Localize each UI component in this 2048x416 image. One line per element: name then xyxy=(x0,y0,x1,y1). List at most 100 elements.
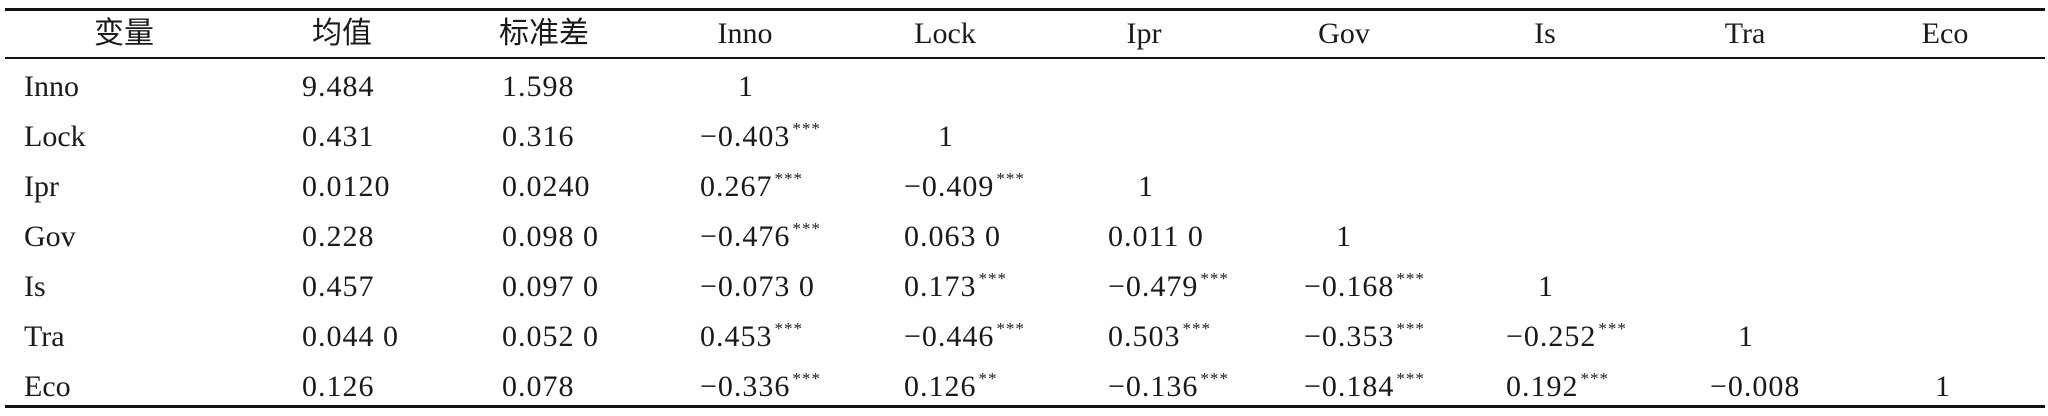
correlation-cell: 0.267 *** xyxy=(700,162,803,212)
table-bottom-rule xyxy=(5,405,2045,408)
variable-name: Tra xyxy=(24,320,65,353)
mean-value: 0.431 xyxy=(302,120,375,153)
correlation-value: 1 xyxy=(1138,170,1154,203)
correlation-cell: 1 xyxy=(1538,262,1554,312)
significance-stars: *** xyxy=(1598,319,1627,338)
correlation-value: 1 xyxy=(738,70,754,103)
significance-stars: *** xyxy=(978,269,1007,288)
correlation-value: −0.446 xyxy=(904,320,995,353)
correlation-cell: −0.136 *** xyxy=(1108,362,1229,412)
correlation-cell: 0.192 *** xyxy=(1506,362,1609,412)
correlation-cell: −0.479 *** xyxy=(1108,262,1229,312)
correlation-cell: −0.184 *** xyxy=(1304,362,1425,412)
correlation-cell: −0.409 *** xyxy=(904,162,1025,212)
significance-stars: *** xyxy=(774,319,803,338)
table-top-rule xyxy=(5,8,2045,11)
correlation-cell: 0.126 ** xyxy=(904,362,998,412)
correlation-value: 0.173 xyxy=(904,270,977,303)
header-eco: Eco xyxy=(1921,17,1969,50)
correlation-cell: 1 xyxy=(1336,212,1352,262)
correlation-value: −0.353 xyxy=(1304,320,1395,353)
correlation-cell: −0.353 *** xyxy=(1304,312,1425,362)
header-is: Is xyxy=(1534,17,1556,50)
sd-value: 0.0240 xyxy=(502,170,591,203)
mean-value: 0.0120 xyxy=(302,170,391,203)
correlation-value: 1 xyxy=(1935,370,1951,403)
table-row: Ipr 0.0120 0.0240 0.267 *** −0.409 *** 1 xyxy=(0,162,2048,212)
significance-stars: *** xyxy=(1396,319,1425,338)
correlation-cell: −0.476 *** xyxy=(700,212,821,262)
correlation-cell: −0.008 xyxy=(1710,362,1800,412)
significance-stars: *** xyxy=(1200,369,1229,388)
sd-value: 0.098 0 xyxy=(502,220,599,253)
sd-value: 0.052 0 xyxy=(502,320,599,353)
table-row: Gov 0.228 0.098 0 −0.476 *** 0.063 0 0.011 0 1 xyxy=(0,212,2048,262)
variable-name: Ipr xyxy=(24,170,59,203)
variable-name: Inno xyxy=(24,70,79,103)
correlation-value: 0.453 xyxy=(700,320,773,353)
correlation-cell: 1 xyxy=(938,112,954,162)
correlation-cell: 0.011 0 xyxy=(1108,212,1204,262)
correlation-value: 0.192 xyxy=(1506,370,1579,403)
sd-value: 1.598 xyxy=(502,70,575,103)
correlation-value: −0.479 xyxy=(1108,270,1199,303)
correlation-cell: 1 xyxy=(1138,162,1154,212)
mean-value: 0.126 xyxy=(302,370,375,403)
header-inno: Inno xyxy=(717,17,773,50)
header-tra: Tra xyxy=(1724,17,1766,50)
correlation-cell: −0.336 *** xyxy=(700,362,821,412)
correlation-cell: 1 xyxy=(738,62,754,112)
correlation-cell: −0.403 *** xyxy=(700,112,821,162)
variable-name: Eco xyxy=(24,370,71,403)
significance-stars: *** xyxy=(1396,269,1425,288)
correlation-cell: −0.446 *** xyxy=(904,312,1025,362)
correlation-value: −0.184 xyxy=(1304,370,1395,403)
header-variable: 变量 xyxy=(94,17,154,50)
significance-stars: *** xyxy=(1200,269,1229,288)
significance-stars: *** xyxy=(792,219,821,238)
significance-stars: *** xyxy=(996,319,1025,338)
sd-value: 0.097 0 xyxy=(502,270,599,303)
variable-name: Gov xyxy=(24,220,76,253)
header-mean: 均值 xyxy=(312,17,372,50)
correlation-value: −0.403 xyxy=(700,120,791,153)
table-header-rule xyxy=(5,57,2045,59)
mean-value: 0.457 xyxy=(302,270,375,303)
mean-value: 9.484 xyxy=(302,70,375,103)
correlation-value: −0.168 xyxy=(1304,270,1395,303)
sd-value: 0.316 xyxy=(502,120,575,153)
correlation-cell: −0.073 0 xyxy=(700,262,815,312)
correlation-cell: 1 xyxy=(1738,312,1754,362)
significance-stars: *** xyxy=(1396,369,1425,388)
correlation-cell: 0.503 *** xyxy=(1108,312,1211,362)
correlation-value: −0.252 xyxy=(1506,320,1597,353)
correlation-cell: 1 xyxy=(1935,362,1951,412)
variable-name: Lock xyxy=(24,120,86,153)
correlation-cell: 0.063 0 xyxy=(904,212,1001,262)
significance-stars: *** xyxy=(1182,319,1211,338)
mean-value: 0.228 xyxy=(302,220,375,253)
significance-stars: *** xyxy=(792,119,821,138)
correlation-value: 0.503 xyxy=(1108,320,1181,353)
correlation-value: 1 xyxy=(1336,220,1352,253)
header-gov: Gov xyxy=(1318,17,1370,50)
correlation-cell: −0.168 *** xyxy=(1304,262,1425,312)
significance-stars: *** xyxy=(774,169,803,188)
mean-value: 0.044 0 xyxy=(302,320,399,353)
significance-stars: *** xyxy=(1580,369,1609,388)
correlation-value: 1 xyxy=(938,120,954,153)
correlation-value: −0.336 xyxy=(700,370,791,403)
significance-stars: *** xyxy=(792,369,821,388)
correlation-cell: 0.453 *** xyxy=(700,312,803,362)
correlation-value: 0.267 xyxy=(700,170,773,203)
correlation-cell: −0.252 *** xyxy=(1506,312,1627,362)
significance-stars: ** xyxy=(978,369,998,388)
table-row: Lock 0.431 0.316 −0.403 *** 1 xyxy=(0,112,2048,162)
table-row: Inno 9.484 1.598 1 xyxy=(0,62,2048,112)
table-row: Eco 0.126 0.078 −0.336 *** 0.126 ** −0.136 *** −0… xyxy=(0,362,2048,412)
correlation-value: −0.136 xyxy=(1108,370,1199,403)
correlation-value: 1 xyxy=(1538,270,1554,303)
correlation-value: 0.063 0 xyxy=(904,220,1001,253)
table-row: Tra 0.044 0 0.052 0 0.453 *** −0.446 *** 0.503 *… xyxy=(0,312,2048,362)
